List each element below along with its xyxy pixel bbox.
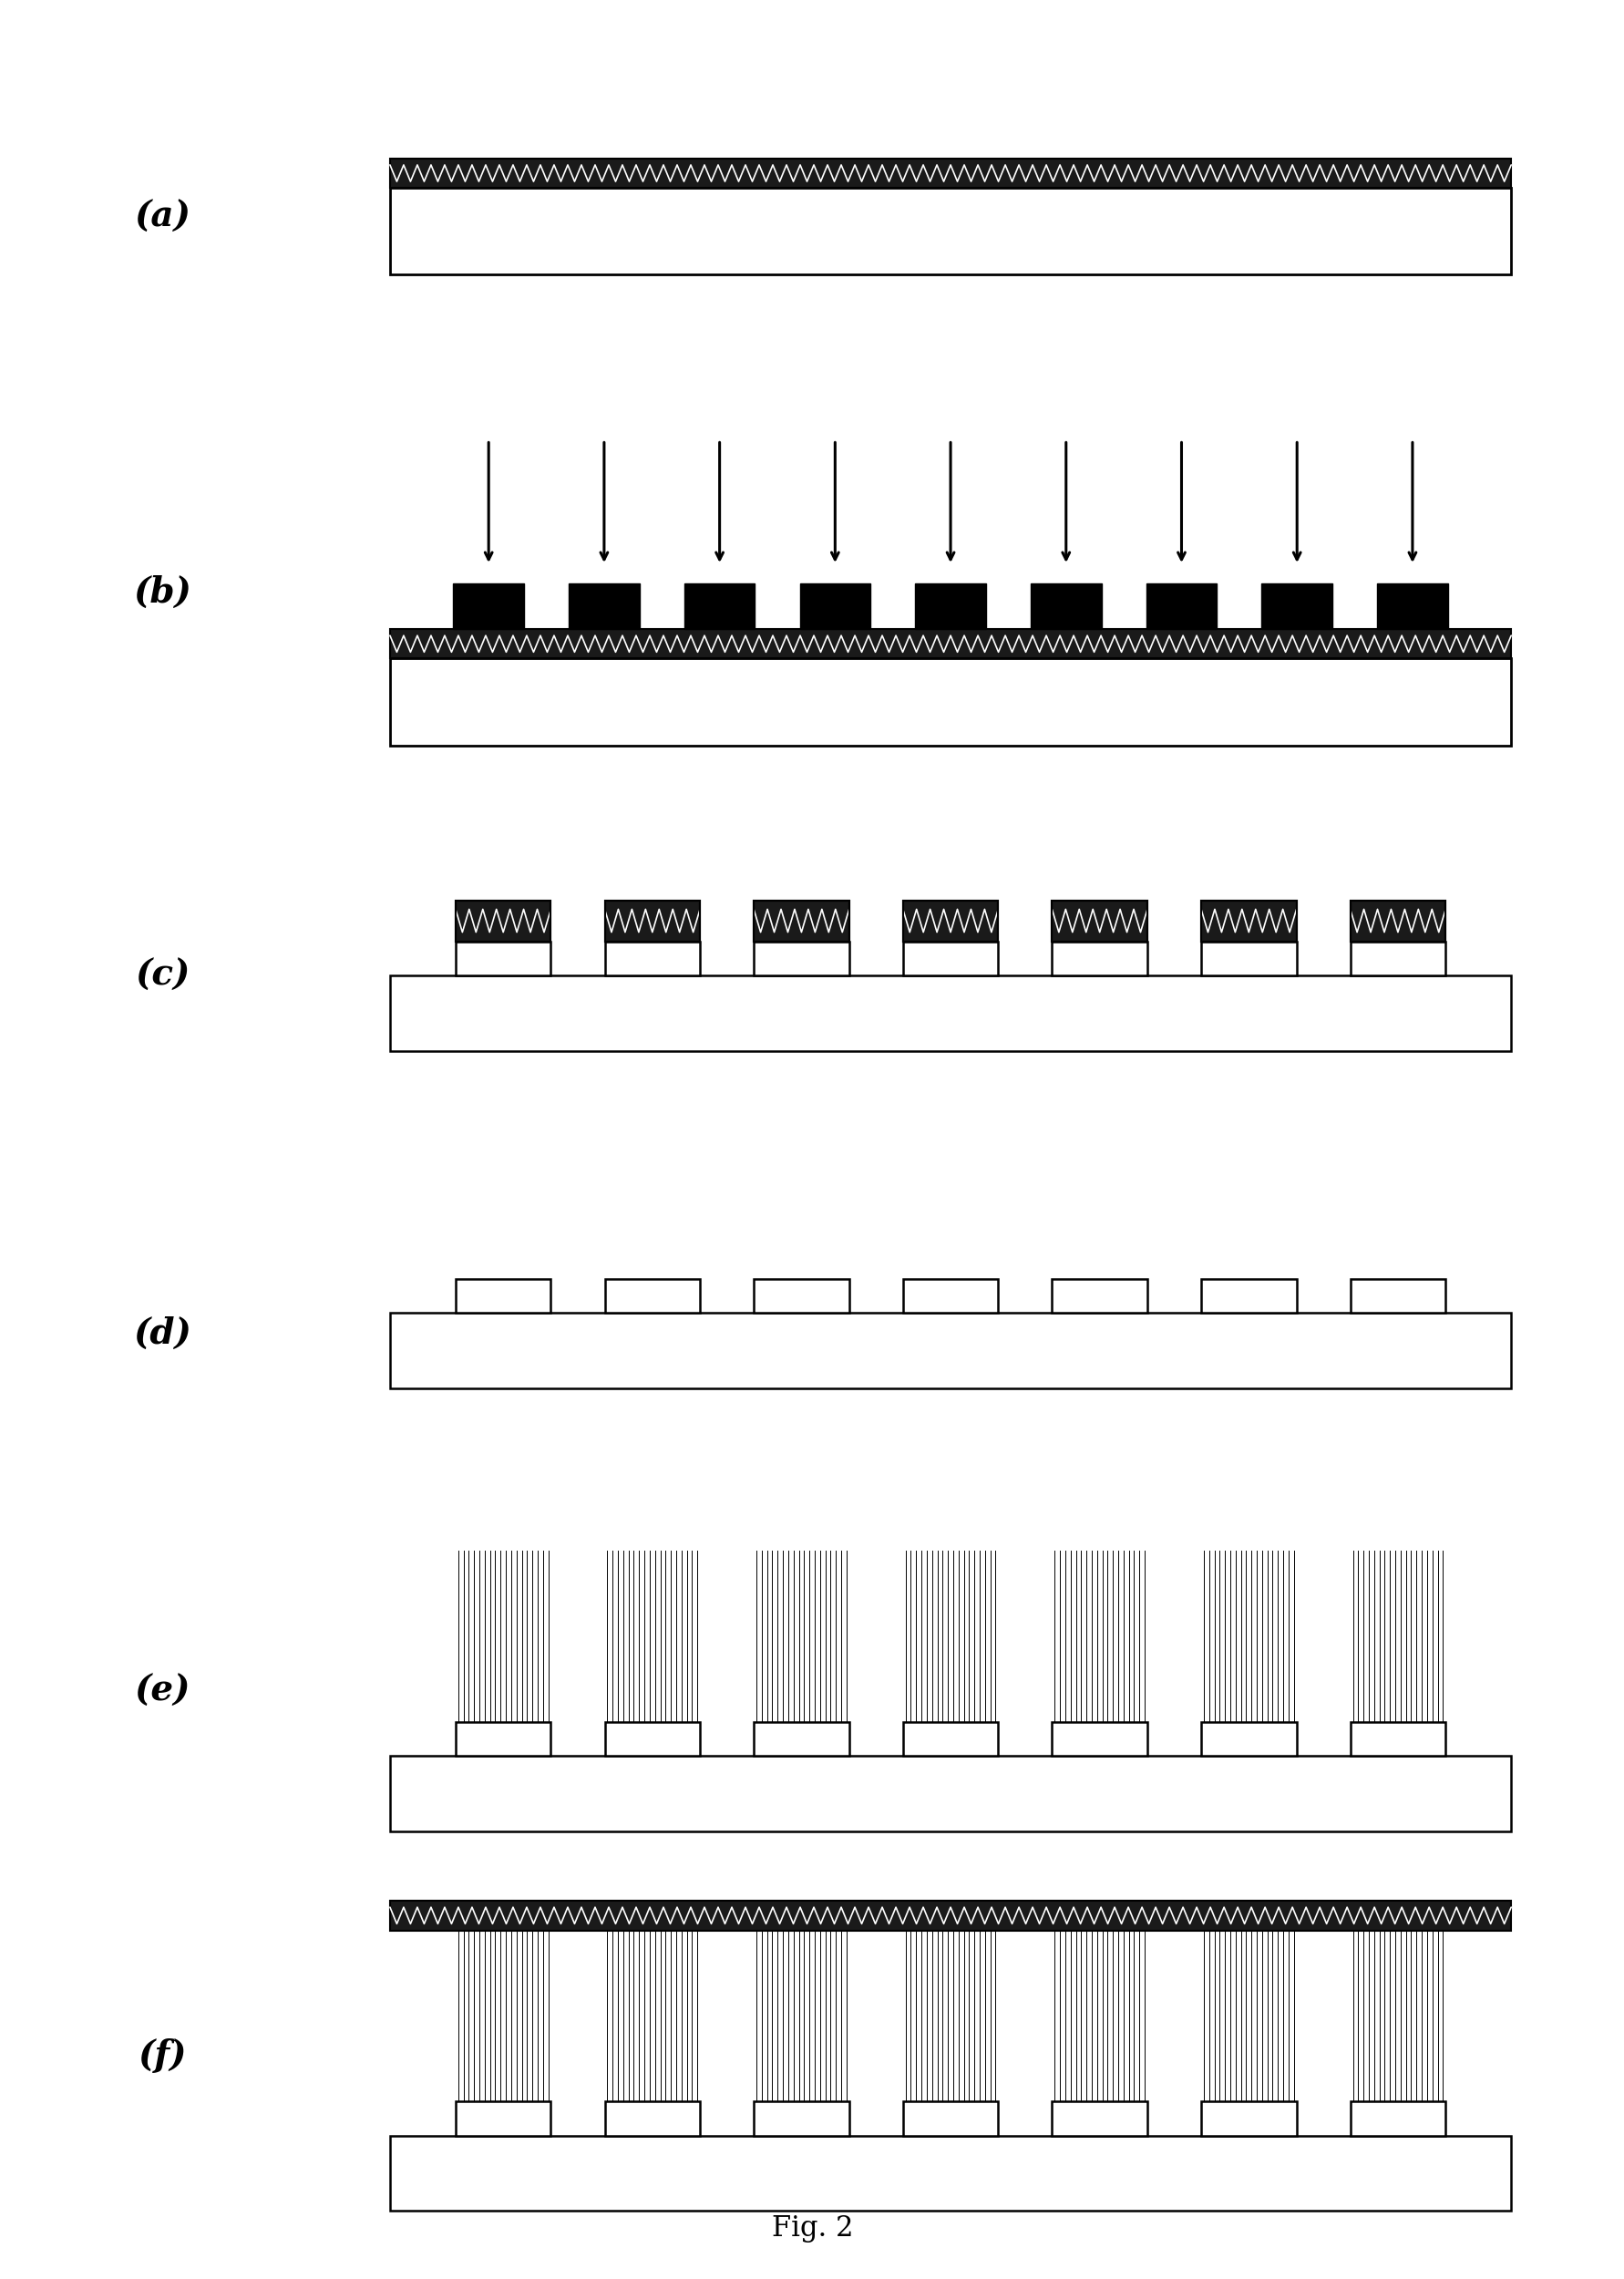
- Bar: [754, 1279, 849, 1313]
- Text: (d): (d): [133, 1315, 192, 1351]
- Bar: [903, 900, 997, 941]
- Bar: [604, 900, 700, 941]
- Bar: [604, 2101, 700, 2135]
- Bar: [1377, 583, 1447, 629]
- Bar: [903, 2101, 997, 2135]
- Bar: [754, 900, 849, 941]
- Bar: [604, 900, 700, 941]
- Bar: [754, 941, 849, 975]
- Bar: [1145, 583, 1216, 629]
- Text: (c): (c): [135, 957, 190, 994]
- Bar: [455, 900, 551, 941]
- Bar: [455, 2101, 551, 2135]
- Bar: [903, 1723, 997, 1755]
- Bar: [1350, 1723, 1445, 1755]
- Bar: [1350, 941, 1445, 975]
- Text: (b): (b): [133, 574, 192, 611]
- Bar: [568, 583, 640, 629]
- Bar: [390, 157, 1510, 187]
- Bar: [1051, 941, 1147, 975]
- Bar: [754, 1723, 849, 1755]
- Bar: [390, 659, 1510, 745]
- Bar: [1051, 900, 1147, 941]
- Bar: [1350, 900, 1445, 941]
- Bar: [390, 2135, 1510, 2211]
- Bar: [390, 1755, 1510, 1832]
- Bar: [903, 941, 997, 975]
- Bar: [1051, 1723, 1147, 1755]
- Bar: [1200, 1723, 1296, 1755]
- Text: Fig. 2: Fig. 2: [771, 2215, 853, 2243]
- Bar: [390, 975, 1510, 1051]
- Bar: [453, 583, 523, 629]
- Bar: [799, 583, 870, 629]
- Bar: [455, 1279, 551, 1313]
- Bar: [604, 941, 700, 975]
- Bar: [1200, 900, 1296, 941]
- Bar: [1051, 1279, 1147, 1313]
- Bar: [684, 583, 755, 629]
- Bar: [1200, 900, 1296, 941]
- Bar: [390, 1901, 1510, 1930]
- Bar: [914, 583, 986, 629]
- Bar: [1030, 583, 1101, 629]
- Bar: [754, 900, 849, 941]
- Bar: [390, 629, 1510, 659]
- Bar: [1051, 2101, 1147, 2135]
- Bar: [903, 900, 997, 941]
- Text: (f): (f): [138, 2037, 187, 2074]
- Bar: [390, 1313, 1510, 1388]
- Text: (a): (a): [135, 198, 190, 235]
- Bar: [1260, 583, 1332, 629]
- Bar: [604, 1723, 700, 1755]
- Bar: [455, 941, 551, 975]
- Bar: [1200, 2101, 1296, 2135]
- Bar: [903, 1279, 997, 1313]
- Bar: [455, 900, 551, 941]
- Bar: [1200, 941, 1296, 975]
- Bar: [455, 1723, 551, 1755]
- Bar: [754, 2101, 849, 2135]
- Bar: [1350, 2101, 1445, 2135]
- Text: (e): (e): [135, 1673, 190, 1709]
- Bar: [390, 187, 1510, 273]
- Bar: [1051, 900, 1147, 941]
- Bar: [604, 1279, 700, 1313]
- Bar: [1350, 900, 1445, 941]
- Bar: [1350, 1279, 1445, 1313]
- Bar: [1200, 1279, 1296, 1313]
